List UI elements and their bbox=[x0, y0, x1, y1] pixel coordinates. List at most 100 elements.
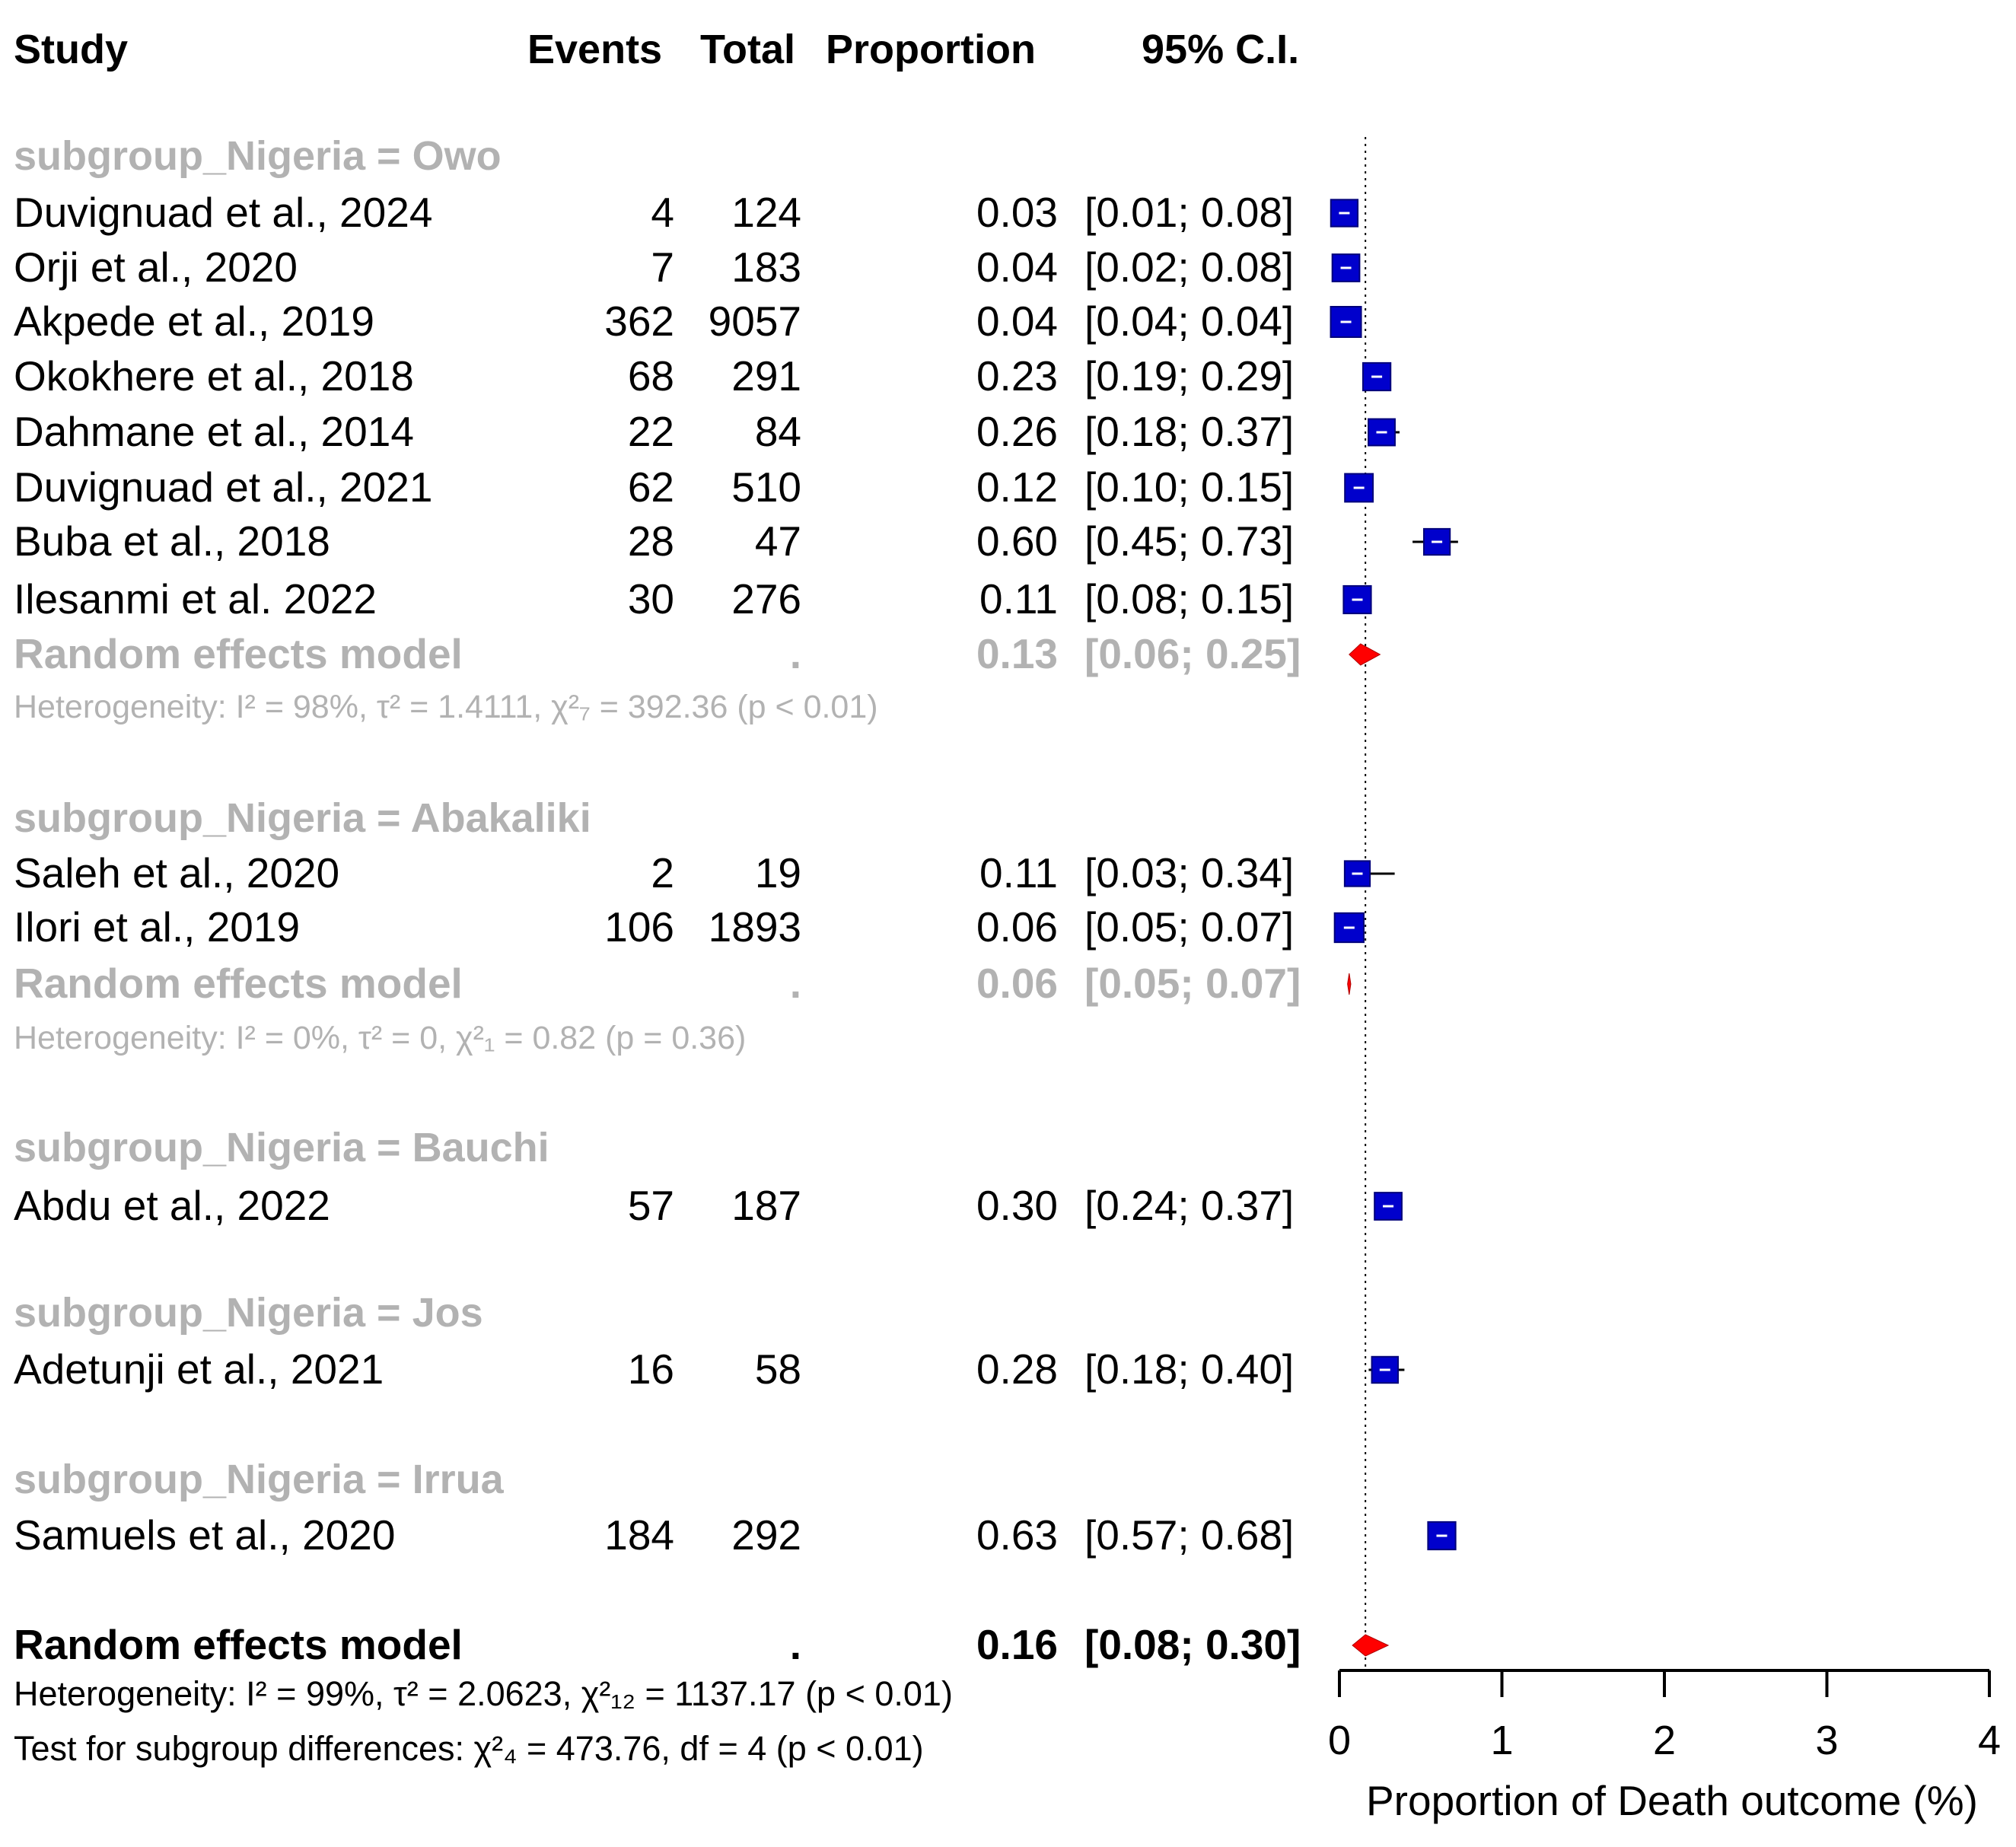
study-estimate bbox=[1368, 418, 1396, 447]
subgroup-re-dot: . bbox=[789, 960, 801, 1007]
subgroup-label: subgroup_Nigeria = Bauchi bbox=[14, 1125, 549, 1170]
x-axis-title: Proportion of Death outcome (%) bbox=[1366, 1777, 1978, 1824]
study-name: Akpede et al., 2019 bbox=[14, 298, 374, 345]
study-total: 47 bbox=[754, 517, 801, 565]
x-tick-label: 2 bbox=[1653, 1718, 1676, 1763]
study-proportion: 0.03 bbox=[976, 189, 1058, 236]
subgroup-re-label: Random effects model bbox=[14, 630, 463, 677]
study-events: 28 bbox=[627, 517, 674, 565]
study-events: 7 bbox=[651, 244, 674, 291]
study-name: Samuels et al., 2020 bbox=[14, 1511, 396, 1559]
header-proportion: Proportion bbox=[826, 27, 1036, 72]
study-estimate bbox=[1343, 860, 1371, 887]
subgroup-diamond bbox=[1349, 643, 1381, 666]
subgroup-re-ci: [0.05; 0.07] bbox=[1084, 960, 1301, 1007]
study-ci: [0.18; 0.40] bbox=[1084, 1345, 1295, 1393]
study-proportion: 0.28 bbox=[976, 1345, 1058, 1393]
study-proportion: 0.12 bbox=[976, 463, 1058, 511]
study-total: 510 bbox=[731, 463, 801, 511]
study-ci: [0.57; 0.68] bbox=[1084, 1511, 1295, 1559]
study-proportion: 0.06 bbox=[976, 903, 1058, 951]
subgroup-label: subgroup_Nigeria = Owo bbox=[14, 133, 502, 179]
overall-re-dot: . bbox=[789, 1621, 801, 1668]
study-proportion: 0.11 bbox=[979, 849, 1058, 896]
study-events: 62 bbox=[627, 463, 674, 511]
study-total: 1893 bbox=[708, 903, 801, 951]
study-proportion: 0.23 bbox=[976, 352, 1058, 400]
study-name: Buba et al., 2018 bbox=[14, 517, 330, 565]
study-total: 187 bbox=[731, 1182, 801, 1229]
study-ci: [0.03; 0.34] bbox=[1084, 849, 1295, 896]
study-name: Ilesanmi et al. 2022 bbox=[14, 575, 377, 623]
study-ci: [0.45; 0.73] bbox=[1084, 517, 1295, 565]
study-total: 183 bbox=[731, 244, 801, 291]
study-events: 4 bbox=[651, 189, 674, 236]
overall-heterogeneity: Heterogeneity: I² = 99%, τ² = 2.0623, χ²… bbox=[14, 1674, 953, 1713]
study-total: 124 bbox=[731, 189, 801, 236]
study-estimate bbox=[1342, 584, 1372, 615]
header-ci: 95% C.I. bbox=[1142, 27, 1300, 72]
overall-re-ci: [0.08; 0.30] bbox=[1084, 1621, 1301, 1668]
study-ci: [0.24; 0.37] bbox=[1084, 1182, 1295, 1229]
study-events: 30 bbox=[627, 575, 674, 623]
study-name: Okokhere et al., 2018 bbox=[14, 352, 414, 400]
subgroup-re-proportion: 0.13 bbox=[976, 630, 1058, 677]
study-name: Dahmane et al., 2014 bbox=[14, 408, 414, 455]
x-tick-label: 0 bbox=[1328, 1718, 1351, 1763]
study-name: Orji et al., 2020 bbox=[14, 244, 298, 291]
study-total: 276 bbox=[731, 575, 801, 623]
study-ci: [0.04; 0.04] bbox=[1084, 298, 1295, 345]
header-events: Events bbox=[527, 27, 663, 72]
study-events: 106 bbox=[604, 903, 674, 951]
study-total: 291 bbox=[731, 352, 801, 400]
header-total: Total bbox=[700, 27, 795, 72]
subgroup-difference-test: Test for subgroup differences: χ²₄ = 473… bbox=[14, 1729, 924, 1768]
study-events: 2 bbox=[651, 849, 674, 896]
subgroup-label: subgroup_Nigeria = Jos bbox=[14, 1290, 483, 1336]
study-ci: [0.18; 0.37] bbox=[1084, 408, 1295, 455]
header-study: Study bbox=[14, 27, 129, 72]
study-total: 292 bbox=[731, 1511, 801, 1559]
study-ci: [0.10; 0.15] bbox=[1084, 463, 1295, 511]
study-events: 57 bbox=[627, 1182, 674, 1229]
study-events: 68 bbox=[627, 352, 674, 400]
study-name: Ilori et al., 2019 bbox=[14, 903, 301, 951]
subgroup-label: subgroup_Nigeria = Abakaliki bbox=[14, 795, 591, 841]
study-total: 9057 bbox=[708, 298, 801, 345]
subgroup-heterogeneity: Heterogeneity: I² = 0%, τ² = 0, χ²₁ = 0.… bbox=[14, 1020, 747, 1056]
study-proportion: 0.11 bbox=[979, 575, 1058, 623]
overall-re-proportion: 0.16 bbox=[976, 1621, 1058, 1668]
study-proportion: 0.63 bbox=[976, 1511, 1058, 1559]
subgroup-heterogeneity: Heterogeneity: I² = 98%, τ² = 1.4111, χ²… bbox=[14, 689, 878, 725]
study-ci: [0.01; 0.08] bbox=[1084, 189, 1295, 236]
study-ci: [0.19; 0.29] bbox=[1084, 352, 1295, 400]
study-proportion: 0.04 bbox=[976, 244, 1058, 291]
subgroup-re-label: Random effects model bbox=[14, 960, 463, 1007]
x-tick-label: 1 bbox=[1490, 1718, 1513, 1763]
study-proportion: 0.04 bbox=[976, 298, 1058, 345]
study-proportion: 0.30 bbox=[976, 1182, 1058, 1229]
study-events: 16 bbox=[627, 1345, 674, 1393]
study-name: Duvignuad et al., 2024 bbox=[14, 189, 433, 236]
x-tick-label: 3 bbox=[1815, 1718, 1838, 1763]
study-events: 184 bbox=[604, 1511, 674, 1559]
overall-re-label: Random effects model bbox=[14, 1621, 463, 1668]
study-name: Saleh et al., 2020 bbox=[14, 849, 340, 896]
subgroup-re-proportion: 0.06 bbox=[976, 960, 1058, 1007]
subgroup-diamond bbox=[1347, 973, 1352, 995]
x-tick-label: 4 bbox=[1978, 1718, 2001, 1763]
study-name: Duvignuad et al., 2021 bbox=[14, 463, 433, 511]
subgroup-label: subgroup_Nigeria = Irrua bbox=[14, 1457, 504, 1502]
study-name: Adetunji et al., 2021 bbox=[14, 1345, 384, 1393]
study-events: 362 bbox=[604, 298, 674, 345]
study-ci: [0.05; 0.07] bbox=[1084, 903, 1295, 951]
study-proportion: 0.60 bbox=[976, 517, 1058, 565]
study-total: 19 bbox=[754, 849, 801, 896]
study-total: 84 bbox=[754, 408, 801, 455]
study-total: 58 bbox=[754, 1345, 801, 1393]
subgroup-re-ci: [0.06; 0.25] bbox=[1084, 630, 1301, 677]
overall-diamond bbox=[1352, 1634, 1390, 1657]
study-events: 22 bbox=[627, 408, 674, 455]
study-ci: [0.02; 0.08] bbox=[1084, 244, 1295, 291]
